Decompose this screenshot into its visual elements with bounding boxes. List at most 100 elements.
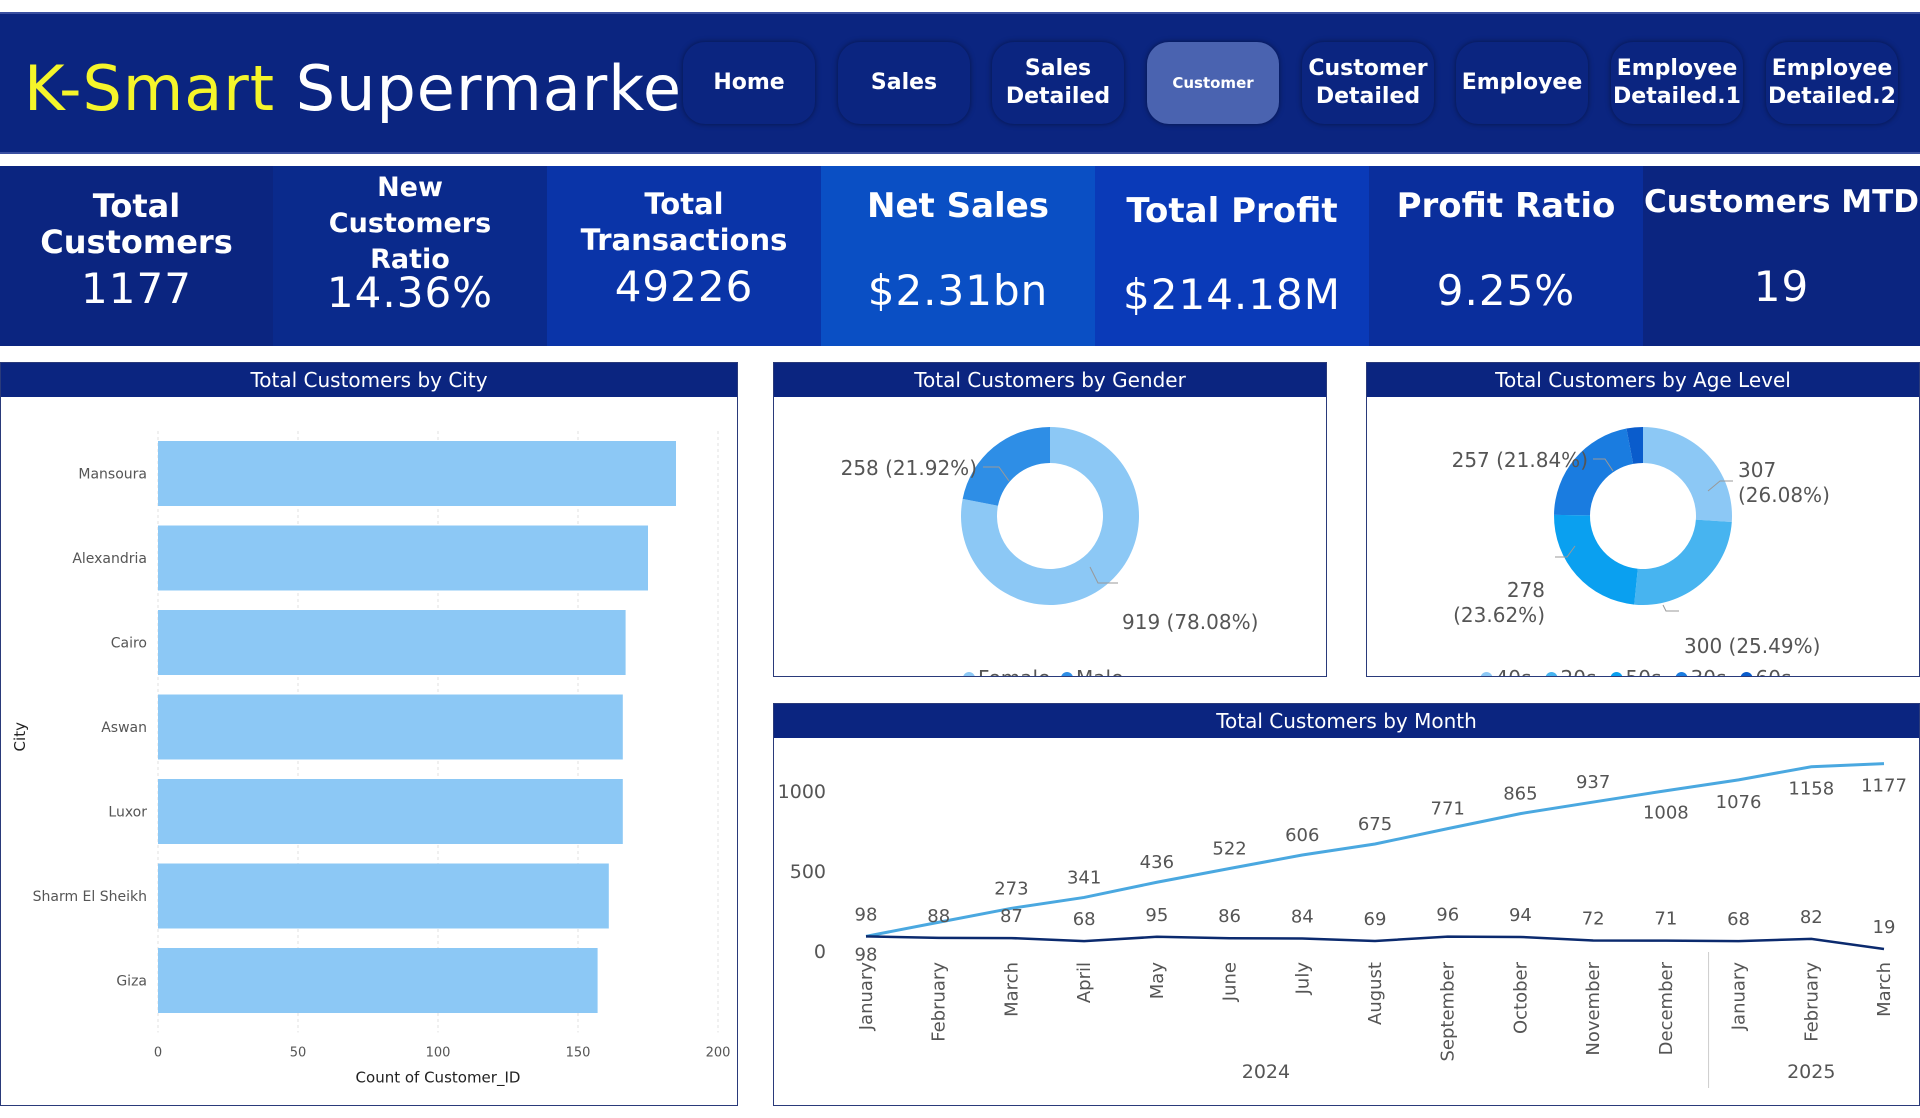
city-tick-label: Alexandria <box>72 551 147 567</box>
nav-customer-button[interactable]: Customer <box>1147 42 1279 124</box>
legend-marker <box>1061 672 1073 676</box>
data-label: 278 <box>1507 578 1545 602</box>
city-tick-label: Aswan <box>101 720 147 736</box>
app-title-rest: Supermarket <box>295 52 708 125</box>
nav-customer-detailed-button[interactable]: Customer Detailed <box>1302 42 1434 124</box>
point-label: 68 <box>1073 909 1096 930</box>
y-tick-label: 500 <box>790 861 826 883</box>
nav-home-button[interactable]: Home <box>683 42 815 124</box>
data-label: 307 <box>1738 458 1776 482</box>
header-bar: K-Smart Supermarket Home Sales Sales Det… <box>0 12 1920 154</box>
leader-line <box>983 466 1010 482</box>
age-donut-chart: 307(26.08%) 300 (25.49%) 278(23.62%) 257 (2… <box>1452 427 1830 676</box>
x-tick-label: July <box>1292 962 1313 996</box>
kpi-label: Total Transactions <box>580 187 788 257</box>
x-axis-label: Count of Customer_ID <box>356 1069 521 1088</box>
legend-label: Male <box>1076 666 1123 676</box>
donut-slice <box>1554 428 1634 516</box>
series-line <box>865 762 1885 938</box>
year-label: 2024 <box>1242 1061 1290 1083</box>
point-label: 98 <box>855 904 878 925</box>
donut-slice <box>962 427 1050 506</box>
x-tick-label: January <box>856 962 877 1032</box>
point-label: 273 <box>994 878 1028 899</box>
donut-slice <box>1643 427 1732 523</box>
legend-marker <box>1480 672 1493 676</box>
point-label: 88 <box>927 906 950 927</box>
city-chart-panel: Total Customers by City 0 50 100 150 200 Mans… <box>0 362 738 1106</box>
kpi-customers-mtd: Customers MTD 19 <box>1643 166 1920 346</box>
point-label: 68 <box>1727 909 1750 930</box>
city-tick-label: Giza <box>116 974 147 990</box>
legend-marker <box>1675 672 1688 676</box>
kpi-new-customers-ratio: New Customers Ratio 14.36% <box>273 166 547 346</box>
y-tick-label: 0 <box>814 941 826 963</box>
point-label: 937 <box>1576 772 1610 793</box>
point-label: 606 <box>1285 825 1319 846</box>
kpi-label: Net Sales <box>867 186 1049 226</box>
kpi-value: 49226 <box>614 262 754 311</box>
kpi-total-customers: Total Customers 1177 <box>0 166 273 346</box>
city-tick-label: Sharm El Sheikh <box>33 889 147 905</box>
kpi-label: Total Profit <box>1126 191 1338 231</box>
x-tick-label: January <box>1729 962 1750 1032</box>
leader-line <box>1555 545 1576 558</box>
month-chart-panel: Total Customers by Month 0 500 1000 98 273 34… <box>773 703 1920 1106</box>
city-chart-title: Total Customers by City <box>1 363 737 397</box>
point-label: 19 <box>1873 917 1896 938</box>
app-title: K-Smart Supermarket <box>24 52 707 125</box>
point-label: 82 <box>1800 907 1823 928</box>
nav-employee-detailed-2-button[interactable]: Employee Detailed.2 <box>1766 42 1898 124</box>
x-tick-label: August <box>1365 962 1386 1025</box>
data-label: 257 (21.84%) <box>1452 448 1588 472</box>
legend-label: 30s <box>1691 666 1727 676</box>
point-label: 71 <box>1654 909 1677 930</box>
donut-slice <box>961 427 1139 605</box>
point-label: 865 <box>1503 784 1537 805</box>
x-tick-label: October <box>1510 961 1531 1034</box>
point-label: 72 <box>1582 908 1605 929</box>
kpi-total-profit: Total Profit $214.18M <box>1095 166 1369 346</box>
kpi-value: 9.25% <box>1436 266 1576 315</box>
x-tick-label: February <box>1801 962 1822 1042</box>
city-bar-chart: 0 50 100 150 200 Mansoura Alexandria Cairo Aswan… <box>11 431 730 1088</box>
point-label: 1076 <box>1716 792 1762 813</box>
kpi-profit-ratio: Profit Ratio 9.25% <box>1369 166 1643 346</box>
x-tick-label: December <box>1656 961 1677 1055</box>
city-bar <box>158 948 598 1013</box>
x-tick-label: June <box>1220 962 1241 1002</box>
age-chart-panel: Total Customers by Age Level 307 (26.08%)… <box>1366 362 1920 677</box>
point-label: 87 <box>1000 906 1023 927</box>
x-tick-label: November <box>1583 961 1604 1055</box>
city-bar <box>158 694 623 760</box>
legend-label: 40s <box>1496 666 1532 676</box>
city-tick-label: Mansoura <box>78 467 147 483</box>
point-label: 436 <box>1140 852 1174 873</box>
nav-sales-button[interactable]: Sales <box>838 42 970 124</box>
point-label: 96 <box>1436 905 1459 926</box>
kpi-value: 14.36% <box>326 268 494 317</box>
year-label: 2025 <box>1787 1061 1835 1083</box>
city-bar <box>158 525 648 591</box>
data-label: 919 (78.08%) <box>1122 610 1258 634</box>
kpi-value: 1177 <box>81 264 192 313</box>
donut-slice <box>1626 427 1643 464</box>
x-tick-label: September <box>1438 961 1459 1061</box>
city-bar <box>158 863 609 929</box>
nav-employee-detailed-1-button[interactable]: Employee Detailed.1 <box>1611 42 1743 124</box>
x-tick-label: March <box>1874 962 1895 1017</box>
legend-label: Female <box>978 666 1050 676</box>
leader-line <box>1662 604 1679 612</box>
nav-sales-detailed-button[interactable]: Sales Detailed <box>992 42 1124 124</box>
point-label: 84 <box>1291 907 1314 928</box>
legend-marker <box>1545 672 1558 676</box>
data-label: 258 (21.92%) <box>841 456 977 480</box>
leader-line <box>1593 458 1614 472</box>
legend-label: 50s <box>1626 666 1662 676</box>
donut-slice <box>1554 514 1638 605</box>
kpi-value: 19 <box>1753 262 1810 311</box>
donut-slice <box>1634 519 1732 605</box>
data-label: (23.62%) <box>1453 603 1545 627</box>
nav-employee-button[interactable]: Employee <box>1456 42 1588 124</box>
y-tick-label: 1000 <box>778 781 826 803</box>
